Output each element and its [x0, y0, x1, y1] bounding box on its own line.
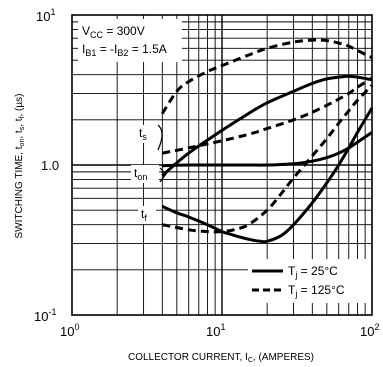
- y-axis-title: SWITCHING TIME, ton, ts, tf, (µs): [14, 94, 26, 239]
- series-tf-25c: [161, 107, 374, 244]
- y-tick-label: 101: [36, 7, 55, 24]
- label-leader-ton: [159, 167, 167, 183]
- plot-border: [71, 14, 373, 316]
- series-ts-25c: [161, 74, 373, 177]
- legend: Tj = 25°C Tj = 125°C: [248, 259, 371, 303]
- x-tick-label: 101: [206, 322, 225, 339]
- conditions-box: VCC = 300V IB1 = -IB2 = 1.5A: [78, 19, 182, 62]
- legend-label-125c: Tj = 125°C: [288, 283, 345, 299]
- legend-label-25c: Tj = 25°C: [288, 264, 338, 280]
- curve-labels: ts ton tf: [131, 124, 167, 224]
- label-ton: ton: [134, 166, 147, 182]
- x-tick-label: 100: [60, 322, 79, 339]
- x-tick-label: 102: [360, 322, 379, 339]
- series-ton-125c: [162, 76, 373, 155]
- y-tick-label: 10-1: [34, 307, 56, 324]
- x-axis-title: COLLECTOR CURRENT, IC, (AMPERES): [128, 352, 314, 364]
- y-tick-label: 1.0: [41, 158, 59, 173]
- curves: [161, 38, 374, 244]
- label-tf: tf: [141, 207, 147, 223]
- plot-frame: [71, 14, 373, 316]
- series-tf-125c: [162, 84, 374, 234]
- series-ts-125c: [161, 38, 373, 115]
- label-ts: ts: [139, 126, 147, 142]
- label-leader-ts: [157, 124, 163, 151]
- condition-vcc: VCC = 300V: [82, 24, 145, 40]
- condition-ib: IB1 = -IB2 = 1.5A: [82, 42, 167, 58]
- tick-labels: 100 101 102 101 1.0 10-1: [34, 7, 379, 339]
